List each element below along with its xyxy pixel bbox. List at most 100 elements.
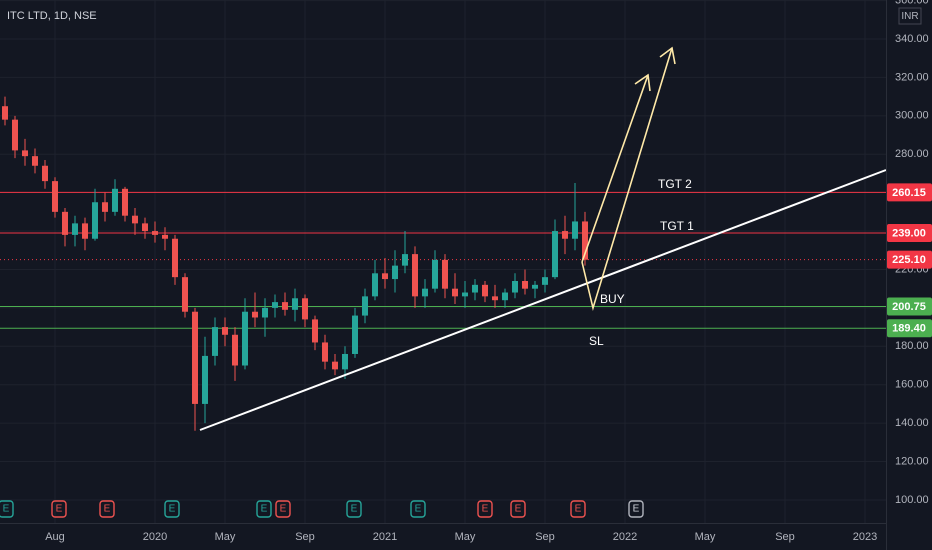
price-label: 239.00 [892, 227, 926, 239]
price-axis: 100.00120.00140.00160.00180.00200.00220.… [887, 0, 932, 506]
x-tick-label: May [215, 531, 236, 543]
grid [0, 0, 886, 523]
price-label-box [887, 297, 932, 316]
x-tick-label: 2022 [613, 531, 637, 543]
price-label: 200.75 [892, 301, 926, 313]
candle-body [562, 231, 568, 239]
event-label: E [3, 504, 10, 515]
price-label: 260.15 [892, 187, 926, 199]
y-tick-label: 120.00 [895, 455, 929, 467]
candle-body [62, 211, 68, 235]
candle-body [112, 188, 118, 212]
event: E [410, 500, 426, 518]
x-tick-label: Aug [45, 531, 65, 543]
candle-body [322, 342, 328, 362]
event-label: E [56, 504, 63, 515]
arrow-head [634, 73, 651, 92]
event-label: E [261, 504, 268, 515]
y-tick-label: 300.00 [895, 110, 929, 122]
y-tick-label: 160.00 [895, 379, 929, 391]
x-tick-label: May [695, 531, 716, 543]
projection-arrows [581, 46, 676, 312]
event-label: E [415, 504, 422, 515]
candle-body [2, 106, 8, 120]
candle-body [582, 221, 588, 260]
event-label: E [515, 504, 522, 515]
candle-body [512, 280, 518, 293]
candle-body [542, 277, 548, 285]
x-tick-label: 2020 [143, 531, 167, 543]
candle-body [492, 296, 498, 301]
candle-body [462, 292, 468, 297]
event: E [477, 500, 493, 518]
candle-body [42, 165, 48, 182]
price-label-box [887, 223, 932, 242]
price-label-box [887, 319, 932, 338]
y-tick-label: 340.00 [895, 33, 929, 45]
price-label-box [887, 250, 932, 269]
event: E [275, 500, 291, 518]
candle-body [232, 334, 238, 366]
candle-body [262, 307, 268, 318]
candle-body [272, 302, 278, 308]
candle-body [212, 327, 218, 356]
candle-body [132, 215, 138, 224]
candle-body [202, 355, 208, 404]
candle-body [122, 188, 128, 216]
candle-body [292, 298, 298, 310]
candle-body [162, 234, 168, 239]
event-label: E [351, 504, 358, 515]
x-tick-label: May [455, 531, 476, 543]
candle-body [102, 202, 108, 212]
candle-body [392, 265, 398, 280]
currency-box [898, 7, 922, 25]
candle-body [152, 231, 158, 235]
candle-body [302, 298, 308, 320]
price-label: 189.40 [892, 323, 926, 335]
candle-body [242, 311, 248, 366]
candle-body [342, 353, 348, 370]
candle-body [182, 277, 188, 312]
candle-body [192, 311, 198, 404]
candle-body [372, 273, 378, 297]
candle-body [552, 231, 558, 278]
annotation: TGT 2 [658, 177, 692, 191]
annotation: SL [589, 334, 604, 348]
candle-body [82, 223, 88, 239]
candle-body [472, 284, 478, 293]
candle-body [312, 319, 318, 343]
y-tick-label: 280.00 [895, 148, 929, 160]
candle-body [452, 288, 458, 297]
candle-body [522, 280, 528, 289]
arrow-path [581, 47, 673, 312]
y-tick-label: 100.00 [895, 494, 929, 506]
event: E [51, 500, 67, 518]
candle-body [352, 315, 358, 354]
candle-body [22, 150, 28, 157]
candle-body [482, 284, 488, 297]
x-tick-label: Sep [775, 531, 795, 543]
candle-body [362, 296, 368, 316]
x-tick-label: 2023 [853, 531, 877, 543]
candle-body [52, 181, 58, 212]
candle-body [572, 221, 578, 239]
trend-line [199, 169, 887, 431]
y-tick-label: 140.00 [895, 417, 929, 429]
price-label: 225.10 [892, 254, 926, 266]
event-label: E [633, 504, 640, 515]
candle-body [92, 202, 98, 239]
x-tick-label: Sep [535, 531, 555, 543]
event: E [628, 500, 644, 518]
event-markers: E E E E E E E E E E E E [0, 500, 644, 518]
candle-body [72, 223, 78, 235]
candle-body [222, 327, 228, 335]
event: E [510, 500, 526, 518]
candle-body [412, 254, 418, 297]
y-tick-label: 320.00 [895, 71, 929, 83]
candle-body [442, 259, 448, 289]
candle-body [12, 119, 18, 151]
x-tick-label: Sep [295, 531, 315, 543]
annotation: BUY [600, 292, 625, 306]
